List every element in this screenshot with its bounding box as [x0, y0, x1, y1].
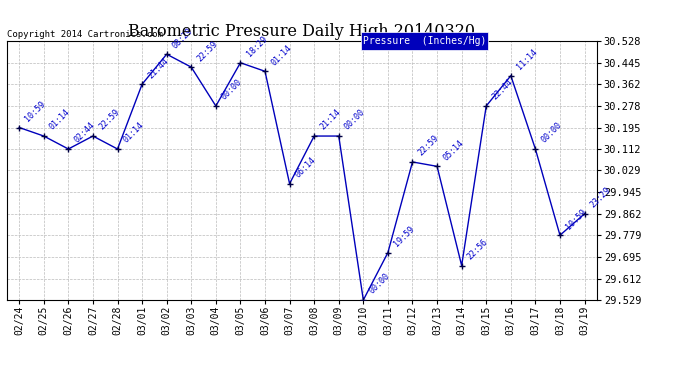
Text: 23:29: 23:29 [589, 186, 613, 210]
Text: 02:44: 02:44 [72, 121, 97, 145]
Text: 19:59: 19:59 [392, 224, 416, 248]
Text: 00:00: 00:00 [343, 108, 367, 132]
Text: 01:14: 01:14 [269, 43, 293, 67]
Text: Pressure  (Inches/Hg): Pressure (Inches/Hg) [363, 36, 486, 46]
Title: Barometric Pressure Daily High 20140320: Barometric Pressure Daily High 20140320 [128, 23, 475, 40]
Text: 21:14: 21:14 [318, 108, 342, 132]
Text: 00:00: 00:00 [220, 78, 244, 102]
Text: 11:14: 11:14 [515, 48, 539, 72]
Text: 22:59: 22:59 [97, 108, 121, 132]
Text: 10:59: 10:59 [23, 99, 48, 123]
Text: 18:29: 18:29 [244, 34, 268, 58]
Text: 05:14: 05:14 [441, 138, 465, 162]
Text: 00:00: 00:00 [368, 272, 391, 296]
Text: 01:14: 01:14 [48, 108, 72, 132]
Text: 00:00: 00:00 [540, 121, 564, 145]
Text: 22:44: 22:44 [491, 78, 515, 102]
Text: 10:59: 10:59 [564, 207, 588, 231]
Text: 22:56: 22:56 [466, 237, 490, 261]
Text: 21:44: 21:44 [146, 56, 170, 80]
Text: 08:29: 08:29 [171, 26, 195, 50]
Text: 06:14: 06:14 [294, 156, 318, 180]
FancyBboxPatch shape [361, 32, 488, 50]
Text: 01:14: 01:14 [121, 121, 146, 145]
Text: 22:59: 22:59 [195, 39, 219, 63]
Text: Copyright 2014 Cartronics.com: Copyright 2014 Cartronics.com [7, 30, 163, 39]
Text: 22:59: 22:59 [417, 134, 441, 158]
